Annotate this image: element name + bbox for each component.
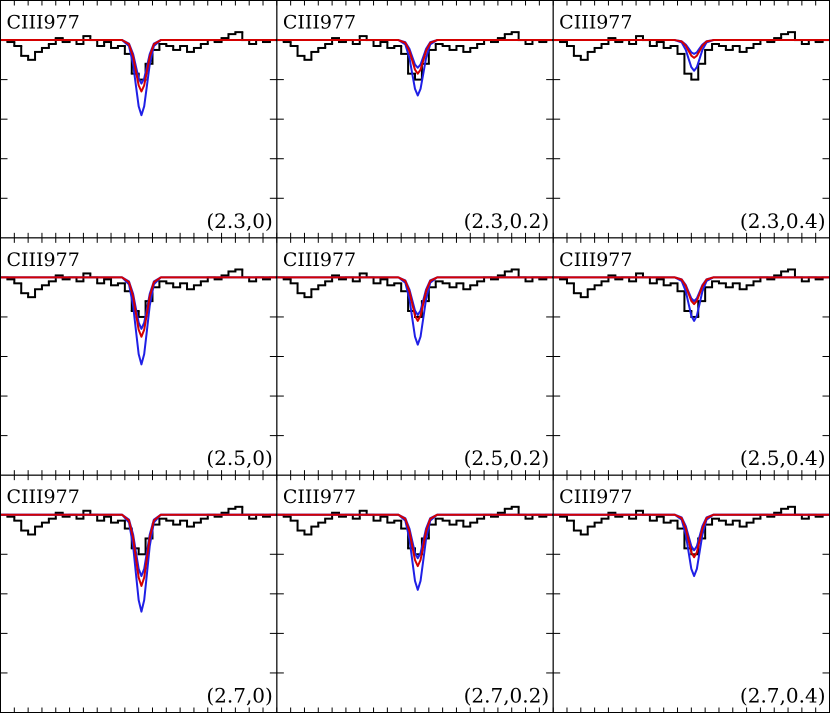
panel-annotation: (2.3,0) xyxy=(206,209,273,233)
panel-frame xyxy=(0,0,278,239)
panel-annotation: (2.7,0) xyxy=(206,684,273,708)
panel-frame xyxy=(552,474,830,713)
model-curve xyxy=(0,39,277,85)
panel-annotation: (2.7,0.4) xyxy=(740,684,826,708)
panel-title: CIII977 xyxy=(7,249,80,271)
panel-frame xyxy=(276,474,554,713)
panel-frame xyxy=(276,0,554,239)
panel-title: CIII977 xyxy=(283,486,356,508)
model-curve xyxy=(0,276,277,338)
panel-frame xyxy=(552,237,830,476)
model-curve xyxy=(276,276,554,316)
panel-title: CIII977 xyxy=(559,12,632,34)
model-curve xyxy=(276,276,554,322)
model-curve xyxy=(553,276,830,306)
panel-title: CIII977 xyxy=(283,12,356,34)
panel-title: CIII977 xyxy=(559,486,632,508)
model-curve xyxy=(0,39,277,93)
panel-title: CIII977 xyxy=(283,249,356,271)
model-curve xyxy=(276,39,554,69)
panel-annotation: (2.3,0.4) xyxy=(740,209,826,233)
model-curve xyxy=(276,39,554,75)
model-curve xyxy=(553,513,830,559)
panel-annotation: (2.7,0.2) xyxy=(464,684,550,708)
panel-title: CIII977 xyxy=(559,249,632,271)
model-curve xyxy=(276,513,554,568)
panel-frame xyxy=(552,0,830,239)
panel-frame xyxy=(276,237,554,476)
model-curve xyxy=(0,513,277,587)
model-curve xyxy=(553,39,830,59)
panel-title: CIII977 xyxy=(7,486,80,508)
panel-annotation: (2.5,0.4) xyxy=(740,446,826,470)
panel-annotation: (2.5,0.2) xyxy=(464,446,550,470)
model-curve xyxy=(276,513,554,560)
panel-annotation: (2.3,0.2) xyxy=(464,209,550,233)
model-curve xyxy=(553,513,830,552)
panel-annotation: (2.5,0) xyxy=(206,446,273,470)
panel-title: CIII977 xyxy=(7,12,80,34)
